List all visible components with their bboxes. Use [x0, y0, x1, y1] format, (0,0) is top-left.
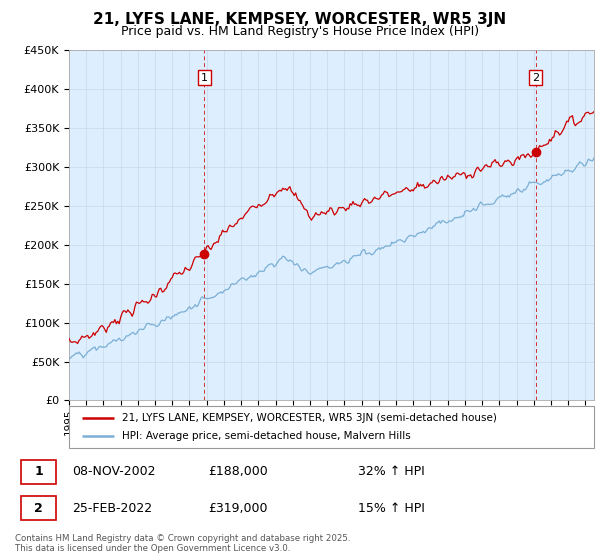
Text: HPI: Average price, semi-detached house, Malvern Hills: HPI: Average price, semi-detached house,…: [121, 431, 410, 441]
Text: Price paid vs. HM Land Registry's House Price Index (HPI): Price paid vs. HM Land Registry's House …: [121, 25, 479, 38]
Text: 15% ↑ HPI: 15% ↑ HPI: [358, 502, 424, 515]
Text: 21, LYFS LANE, KEMPSEY, WORCESTER, WR5 3JN: 21, LYFS LANE, KEMPSEY, WORCESTER, WR5 3…: [94, 12, 506, 27]
Text: £319,000: £319,000: [208, 502, 268, 515]
Text: 1: 1: [34, 465, 43, 478]
Bar: [20, 460, 56, 484]
Text: 08-NOV-2002: 08-NOV-2002: [73, 465, 156, 478]
Text: 2: 2: [34, 502, 43, 515]
Text: 1: 1: [201, 73, 208, 83]
Text: £188,000: £188,000: [208, 465, 268, 478]
Text: Contains HM Land Registry data © Crown copyright and database right 2025.
This d: Contains HM Land Registry data © Crown c…: [15, 534, 350, 553]
Text: 32% ↑ HPI: 32% ↑ HPI: [358, 465, 424, 478]
Text: 2: 2: [532, 73, 539, 83]
Text: 21, LYFS LANE, KEMPSEY, WORCESTER, WR5 3JN (semi-detached house): 21, LYFS LANE, KEMPSEY, WORCESTER, WR5 3…: [121, 413, 496, 423]
Text: 25-FEB-2022: 25-FEB-2022: [73, 502, 152, 515]
Bar: [20, 496, 56, 520]
